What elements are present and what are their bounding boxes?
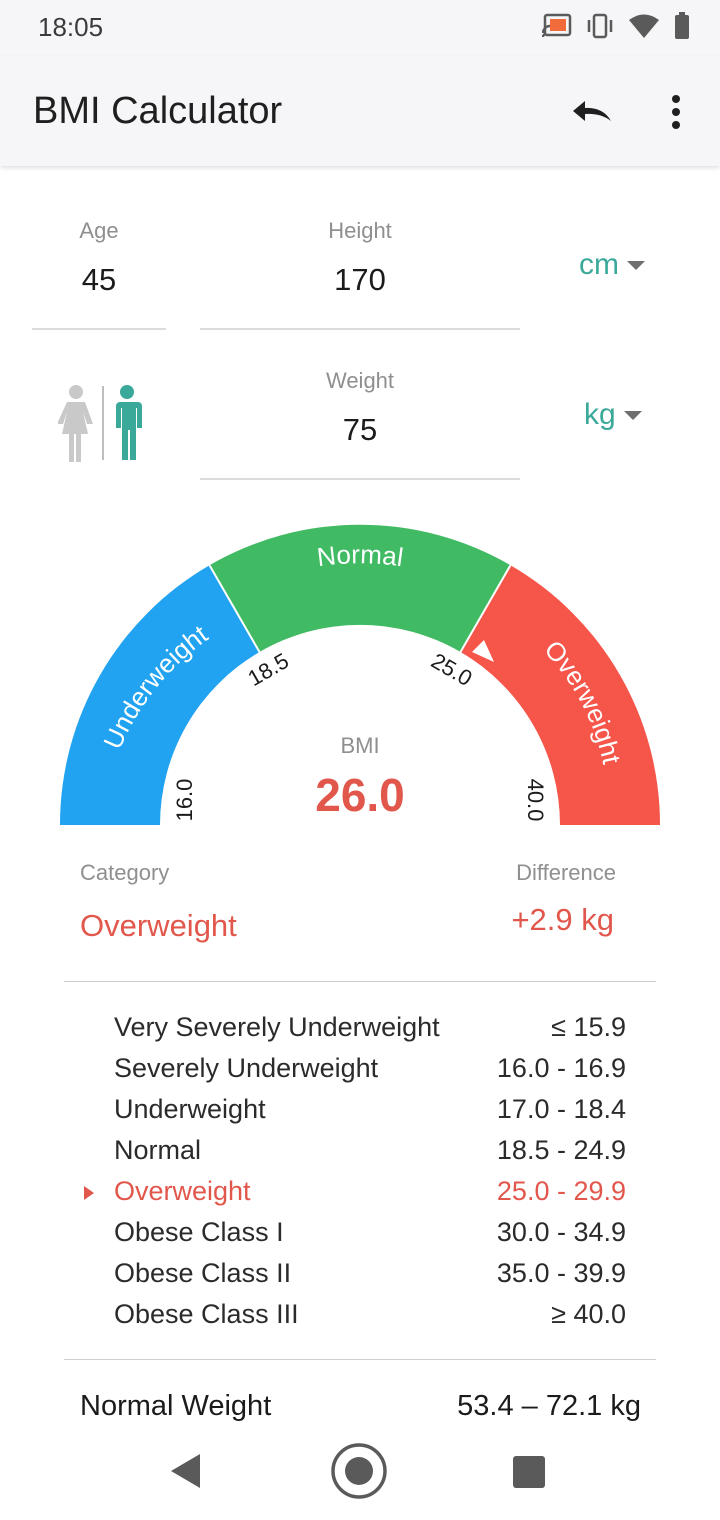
back-icon[interactable]: [168, 1452, 202, 1490]
weight-value[interactable]: 75: [342, 412, 378, 447]
difference-label: Difference: [516, 860, 616, 885]
category-name: Obese Class I: [114, 1217, 284, 1247]
height-value[interactable]: 170: [334, 262, 386, 297]
chevron-down-icon: [627, 260, 645, 270]
height-unit-value: cm: [579, 248, 619, 281]
category-range: 30.0 - 34.9: [496, 1217, 626, 1247]
app-bar: BMI Calculator: [0, 56, 720, 166]
category-name: Underweight: [114, 1094, 266, 1124]
category-value: Overweight: [80, 908, 237, 943]
more-vert-icon: [672, 95, 680, 129]
category-range: 18.5 - 24.9: [496, 1135, 626, 1165]
category-name: Obese Class III: [114, 1299, 299, 1329]
weight-field[interactable]: Weight 75: [200, 368, 520, 448]
system-nav-bar: [0, 1424, 720, 1520]
gauge-tick-40: 40.0: [523, 779, 548, 822]
current-category-marker-icon: [84, 1186, 94, 1200]
bmi-gauge: Underweight Normal Overweight 16.0 18.5 …: [59, 524, 661, 825]
weight-unit-value: kg: [584, 398, 616, 431]
category-name: Obese Class II: [114, 1258, 292, 1288]
difference-value: +2.9 kg: [511, 902, 614, 937]
category-name: Overweight: [114, 1176, 251, 1206]
gauge-tick-16: 16.0: [172, 779, 197, 822]
height-underline: [200, 328, 520, 330]
category-name: Normal: [114, 1135, 202, 1165]
status-bar: 18:05: [0, 0, 720, 56]
gauge-segment-overweight: [460, 565, 661, 825]
divider: [64, 981, 656, 982]
height-field[interactable]: Height 170: [200, 218, 520, 298]
weight-label: Weight: [325, 368, 395, 393]
category-row: Overweight 25.0 - 29.9: [80, 1172, 640, 1213]
category-range: 35.0 - 39.9: [496, 1258, 626, 1288]
male-icon[interactable]: [110, 384, 144, 462]
gauge-needle-pointer: [472, 640, 494, 662]
app-title: BMI Calculator: [33, 90, 283, 132]
category-name: Very Severely Underweight: [114, 1012, 440, 1042]
recents-icon[interactable]: [513, 1456, 545, 1488]
weight-unit-select[interactable]: kg: [584, 398, 642, 432]
vibrate-icon: [587, 13, 613, 39]
height-unit-select[interactable]: cm: [579, 248, 645, 282]
category-row: Obese Class I 30.0 - 34.9: [80, 1213, 640, 1254]
category-row: Normal 18.5 - 24.9: [80, 1131, 640, 1172]
category-row: Severely Underweight 16.0 - 16.9: [80, 1049, 640, 1090]
gauge-divider: [208, 564, 261, 653]
status-icons: [542, 12, 690, 40]
gauge-divider: [459, 564, 512, 653]
more-options-button[interactable]: [656, 86, 696, 138]
gauge-segment-normal: [209, 524, 511, 652]
age-field[interactable]: Age 45: [32, 218, 166, 298]
category-range: 17.0 - 18.4: [496, 1094, 626, 1124]
category-row: Obese Class III ≥ 40.0: [80, 1295, 640, 1336]
category-range: 16.0 - 16.9: [496, 1053, 626, 1083]
bmi-value: 26.0: [315, 769, 405, 821]
category-range: ≥ 40.0: [551, 1299, 626, 1329]
category-table: Very Severely Underweight ≤ 15.9 Severely …: [80, 1008, 640, 1336]
category-range: ≤ 15.9: [551, 1012, 626, 1042]
category-row: Very Severely Underweight ≤ 15.9: [80, 1008, 640, 1049]
height-label: Height: [328, 218, 392, 243]
female-icon[interactable]: [58, 384, 94, 462]
age-value[interactable]: 45: [81, 262, 117, 297]
wifi-icon: [629, 14, 659, 38]
age-underline: [32, 328, 166, 330]
category-row: Underweight 17.0 - 18.4: [80, 1090, 640, 1131]
cast-icon: [542, 13, 572, 38]
age-label: Age: [79, 218, 119, 243]
battery-icon: [675, 12, 689, 39]
divider: [64, 1359, 656, 1360]
status-time: 18:05: [38, 12, 104, 42]
gender-divider: [102, 386, 104, 460]
gender-toggle: [58, 384, 148, 462]
normal-weight-label: Normal Weight: [80, 1390, 272, 1422]
gauge-segment-underweight: [59, 565, 260, 825]
category-label: Category: [80, 860, 170, 885]
category-row: Obese Class II 35.0 - 39.9: [80, 1254, 640, 1295]
weight-underline: [200, 478, 520, 480]
bmi-label: BMI: [340, 733, 380, 758]
normal-weight-value: 53.4 – 72.1 kg: [457, 1390, 641, 1422]
chevron-down-icon: [623, 410, 642, 420]
category-range: 25.0 - 29.9: [496, 1176, 626, 1206]
category-name: Severely Underweight: [114, 1053, 379, 1083]
home-icon[interactable]: [330, 1442, 388, 1500]
undo-button[interactable]: [566, 90, 618, 134]
undo-icon: [573, 101, 611, 121]
